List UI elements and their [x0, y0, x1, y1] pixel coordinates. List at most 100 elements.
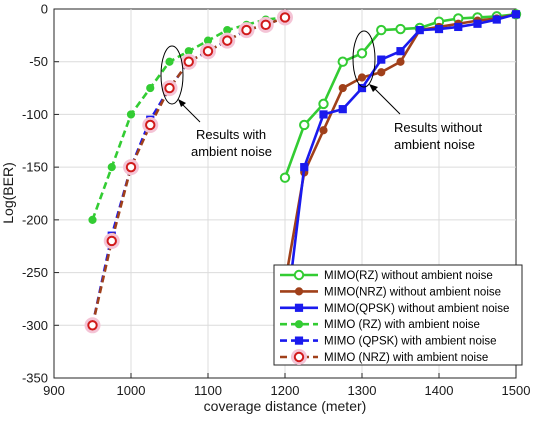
series-6-point-halo [103, 232, 120, 249]
series-6-point [164, 82, 175, 94]
legend-label-4: MIMO (RZ) with ambient noise [324, 319, 480, 331]
series-3-point [454, 22, 463, 32]
legend-label-5: MIMO (QPSK) with ambient noise [324, 336, 497, 348]
y-tick-label: -250 [22, 265, 48, 280]
x-tick-label: 1100 [194, 383, 222, 398]
series-2-point [377, 68, 386, 77]
series-6-point-halo [123, 159, 139, 176]
series-6-point-halo [219, 32, 236, 49]
legend-swatch-marker-3 [294, 303, 304, 312]
series-3-point [473, 19, 482, 28]
annotation-ellipse-with-noise [160, 45, 184, 105]
series-6-point [87, 320, 98, 331]
legend-box [273, 264, 523, 366]
series-6-point [202, 45, 214, 57]
series-4-point [146, 83, 155, 93]
y-tick-label: -350 [22, 371, 48, 386]
series-6-point-halo [161, 80, 178, 97]
legend-swatch-marker-4 [294, 320, 304, 329]
series-1-point [376, 24, 387, 36]
y-axis-title: Log(BER) [0, 162, 16, 223]
arrowhead-with-noise [178, 99, 186, 107]
legend-label-3: MIMO(QPSK) without ambient noise [324, 303, 509, 315]
arrowhead-without-noise [369, 84, 378, 92]
x-tick-label: 1300 [348, 383, 377, 398]
legend-swatch-marker-2 [294, 287, 304, 296]
series-6-point-halo [277, 9, 293, 26]
x-tick-label: 900 [43, 383, 65, 398]
annotation-arrow-without-noise [371, 85, 401, 115]
series-3 [280, 10, 521, 330]
series-3-point [357, 83, 367, 93]
series-6-point [106, 235, 117, 247]
series-6-point-halo [142, 116, 159, 133]
series-2-point [396, 57, 405, 66]
series-1-point [337, 56, 348, 67]
legend: MIMO(RZ) without ambient noise MIMO(NRZ) … [273, 264, 523, 366]
series-4-point [223, 25, 232, 35]
series-3-point [396, 47, 405, 56]
series-1-point [299, 119, 310, 131]
series-6-point [125, 161, 137, 173]
series-layer [84, 9, 522, 334]
series-6-point-halo [84, 317, 101, 334]
x-tick-label: 1000 [117, 383, 146, 398]
series-1-point [356, 48, 368, 59]
series-2-point [338, 83, 347, 93]
series-6-point-halo [200, 43, 216, 60]
series-6-point [222, 35, 233, 46]
annotation-without-noise-line1: Results without [394, 120, 483, 135]
x-tick-label: 1400 [425, 383, 454, 398]
annotation-ellipse-without-noise [352, 30, 376, 88]
legend-swatch-marker-6-halo [291, 349, 307, 365]
y-tick-label: -200 [22, 212, 48, 227]
series-4-point [107, 163, 116, 172]
series-2-point [357, 73, 367, 82]
y-tick-label: -300 [22, 318, 48, 333]
annotation-with-noise-line1: Results with [196, 127, 266, 142]
series-6-point [145, 119, 156, 131]
series-6-point [241, 24, 252, 36]
series-1-point [279, 172, 291, 183]
series-2-point [319, 126, 328, 135]
x-axis-title: coverage distance (meter) [204, 398, 367, 414]
series-6-point [260, 19, 271, 31]
series-6-point [183, 56, 194, 67]
annotations: Results with ambient noise Results witho… [160, 30, 483, 159]
series-3-point [434, 24, 444, 34]
axis-ticks: 900 1000 1100 1200 1300 1400 1500 0 -50 -100 -150 -… [22, 2, 530, 399]
series-3-point [338, 105, 347, 114]
series-6 [84, 9, 293, 334]
y-tick-label: 0 [41, 2, 48, 17]
annotation-arrow-with-noise [179, 101, 201, 123]
series-3-point [415, 25, 424, 35]
legend-label-2: MIMO(NRZ) without ambient noise [324, 286, 501, 298]
legend-label-1: MIMO(RZ) without ambient noise [324, 270, 493, 282]
series-4-point [165, 57, 174, 66]
legend-swatch-marker-6 [293, 351, 305, 363]
series-4-point [88, 215, 97, 224]
series-4-point [203, 36, 213, 45]
series-1-point [395, 23, 406, 35]
annotation-with-noise-line2: ambient noise [191, 144, 272, 159]
series-4-point [126, 110, 136, 119]
series-3-point [511, 10, 521, 19]
series-3-point [492, 15, 501, 24]
series-3-point [300, 163, 309, 172]
annotation-without-noise-line2: ambient noise [394, 137, 475, 152]
series-1-point [318, 98, 329, 110]
x-tick-label: 1200 [271, 383, 300, 398]
series-4-point [184, 47, 193, 56]
legend-label-6: MIMO (NRZ) with ambient noise [324, 352, 488, 364]
y-tick-label: -150 [22, 160, 48, 175]
series-6-point [279, 12, 291, 23]
legend-swatch-marker-1 [293, 269, 305, 281]
series-3-point [377, 55, 386, 64]
y-tick-label: -50 [29, 54, 48, 69]
y-tick-label: -100 [22, 107, 48, 122]
series-6-point-halo [238, 22, 255, 39]
legend-swatch-marker-5 [294, 336, 304, 345]
series-4 [88, 13, 290, 224]
series-6-point-halo [257, 16, 274, 33]
